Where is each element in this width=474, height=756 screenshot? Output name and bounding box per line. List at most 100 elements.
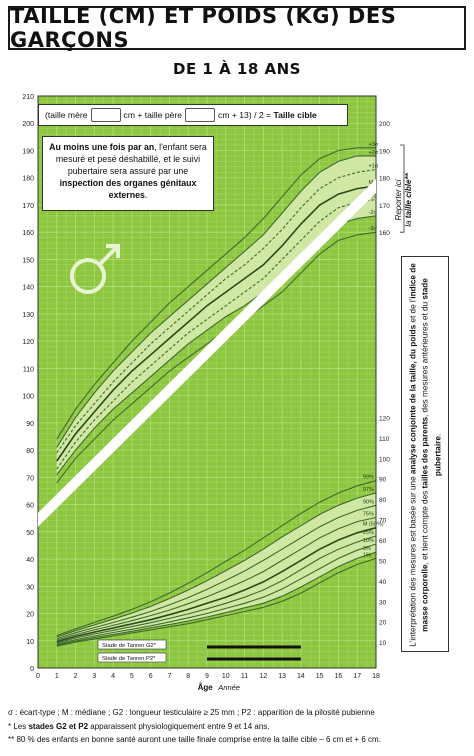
height-curve [56, 155, 376, 448]
y-tick-label: 210 [22, 94, 34, 101]
y-tick-label: 190 [22, 148, 34, 155]
height-curve [56, 185, 377, 462]
y-tick-label: 180 [22, 176, 34, 183]
note-bold-1: Au moins une fois par an [49, 142, 155, 152]
weight-curve-label: 75% [363, 512, 374, 518]
measurement-note: Au moins une fois par an, l'enfant sera … [42, 136, 214, 211]
footer-line2: * Les stades G2 et P2 apparaissent physi… [8, 721, 270, 731]
weight-curve [56, 543, 377, 645]
male-symbol-arrow-head [106, 244, 120, 258]
y-tick-label: 140 [22, 285, 34, 292]
y-tick-label: 100 [22, 394, 34, 401]
footer-line3: ** 80 % des enfants en bonne santé auron… [8, 735, 381, 744]
right-weight-tick: 40 [379, 579, 387, 586]
weight-curve [56, 526, 377, 643]
footer-notes: σ : écart-type ; M : médiane ; G2 : long… [8, 706, 470, 747]
tanner-g2-label: Stade de Tanner G2* [102, 643, 157, 649]
interp-t5: . [433, 433, 443, 437]
y-tick-label: 160 [22, 230, 34, 237]
x-tick-label: 0 [36, 673, 40, 680]
height-curve-label: -3σ [368, 226, 377, 232]
y-tick-label: 80 [26, 448, 34, 455]
weight-curve-label: 99% [363, 475, 374, 481]
weight-curve-label: 10% [363, 538, 374, 544]
percentile-band [56, 155, 377, 475]
x-tick-label: 11 [241, 673, 248, 680]
tanner-g2-box [97, 639, 167, 650]
right-weight-tick: 80 [379, 497, 387, 504]
x-tick-label: 8 [186, 673, 190, 680]
y-tick-label: 170 [22, 203, 34, 210]
height-curve [56, 198, 377, 470]
formula-part1: (taille mère [45, 110, 88, 120]
x-tick-label: 13 [278, 673, 286, 680]
chart-subtitle: DE 1 À 18 ANS [173, 60, 301, 78]
x-axis-label-2: Année [217, 683, 240, 692]
x-tick-label: 18 [372, 673, 380, 680]
height-curve [56, 168, 377, 454]
right-height-tick: 190 [379, 148, 390, 155]
weight-curve [56, 557, 377, 647]
y-tick-label: 0 [30, 666, 34, 673]
height-curve-label: +3σ [368, 142, 378, 148]
right-weight-tick: 70 [379, 518, 387, 525]
interp-b1: analyse conjointe de la taille, du poids [408, 324, 418, 475]
right-weight-tick: 30 [379, 599, 387, 606]
weight-curve [56, 480, 377, 637]
height-curve-label: +1σ [368, 164, 378, 170]
male-symbol-icon [70, 258, 106, 294]
right-height-tick: 170 [379, 203, 390, 210]
x-tick-label: 3 [92, 673, 96, 680]
right-weight-tick: 60 [379, 538, 387, 545]
x-tick-label: 15 [316, 673, 324, 680]
interpretation-box: L'interprétation des mesures est basée s… [401, 256, 449, 652]
right-weight-tick: 100 [379, 456, 390, 463]
y-tick-label: 200 [22, 121, 34, 128]
target-height-formula: (taille mère cm + taille père cm + 13) /… [38, 104, 348, 126]
x-axis-label: Âge [198, 683, 214, 692]
right-weight-tick: 120 [379, 415, 390, 422]
x-tick-label: 14 [297, 673, 305, 680]
weight-curve [56, 535, 377, 644]
right-weight-tick: 110 [379, 436, 390, 443]
weight-curve-label: 90% [363, 499, 374, 505]
note-text-1: , l'enfant sera mesuré et pesé déshabill… [55, 142, 207, 176]
right-weight-tick: 50 [379, 558, 387, 565]
note-bold-2: inspection des organes génitaux externes [59, 178, 197, 200]
interp-t1: L'interprétation des mesures est basée s… [408, 474, 418, 647]
separator-stripe [38, 178, 376, 527]
right-weight-tick: 20 [379, 620, 387, 627]
interp-t4: , des mesures antérieures et du [420, 299, 430, 417]
y-tick-label: 30 [26, 584, 34, 591]
mother-height-field[interactable] [90, 108, 121, 122]
axes: 0102030405060708090100110120130140150160… [22, 94, 390, 692]
formula-result: Taille cible [273, 110, 317, 120]
x-tick-label: 16 [335, 673, 343, 680]
weight-curve-label: 97% [363, 487, 374, 493]
target-height-side-label: Reporter ici la taille cible** [394, 173, 414, 226]
y-tick-label: 40 [26, 557, 34, 564]
x-tick-label: 2 [74, 673, 78, 680]
x-tick-label: 9 [205, 673, 209, 680]
y-tick-label: 20 [26, 612, 34, 619]
x-tick-label: 1 [55, 673, 59, 680]
height-curve-label: M [368, 180, 373, 186]
height-curve-label: -1σ [368, 194, 377, 200]
right-height-tick: 200 [379, 121, 390, 128]
footer-line1: σ : écart-type ; M : médiane ; G2 : long… [8, 708, 375, 717]
father-height-field[interactable] [185, 108, 216, 122]
y-tick-label: 120 [22, 339, 34, 346]
side-label-line1: Reporter ici [394, 179, 403, 221]
y-tick-label: 130 [22, 312, 34, 319]
y-tick-label: 60 [26, 503, 34, 510]
x-tick-label: 17 [353, 673, 361, 680]
plot-frame [37, 95, 377, 669]
interp-b3: tailles des parents [420, 417, 430, 489]
weight-curve [56, 504, 377, 640]
height-curve-label: +2σ [368, 150, 378, 156]
weight-curve [56, 551, 377, 646]
y-tick-label: 70 [26, 475, 34, 482]
x-tick-label: 7 [167, 673, 171, 680]
tanner-p2-label: Stade de Tanner P2* [102, 656, 156, 662]
weight-curve [56, 516, 377, 641]
